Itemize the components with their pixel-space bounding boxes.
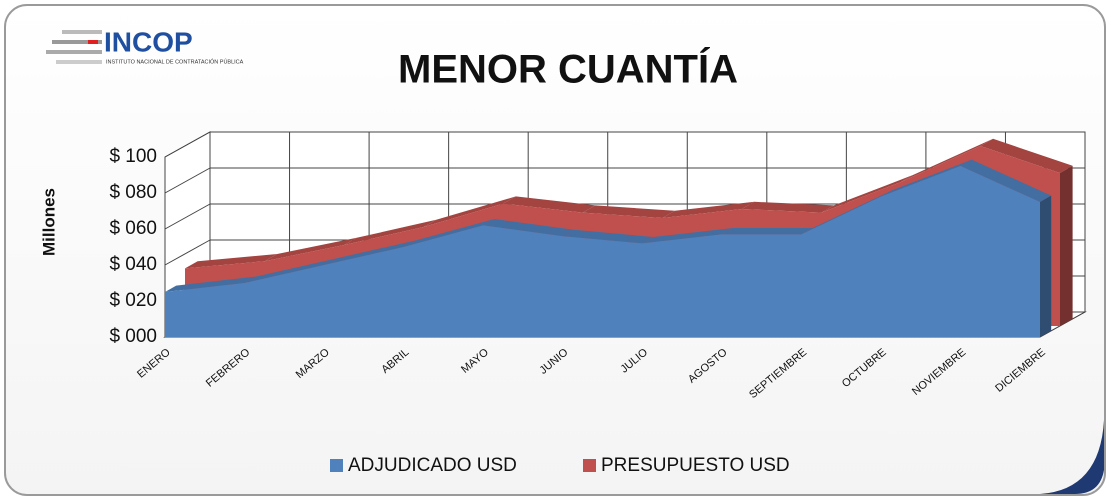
area-top-face xyxy=(423,196,516,227)
area-top-face xyxy=(821,174,914,213)
area-top-face xyxy=(185,254,278,269)
area xyxy=(165,166,1040,337)
area-top-face xyxy=(662,201,755,218)
logo-subtitle: INSTITUTO NACIONAL DE CONTRATACIÓN PÚBLI… xyxy=(106,58,244,65)
area-top-face xyxy=(741,201,834,213)
area-top-face xyxy=(582,205,675,218)
y-tick-label: $ 040 xyxy=(109,254,157,275)
area-top-face xyxy=(324,240,415,265)
logo-bar xyxy=(56,60,102,64)
legend-swatch xyxy=(330,459,343,472)
area-top-face xyxy=(562,229,654,244)
area-top-face xyxy=(960,159,1052,202)
logo-name: INCOP xyxy=(104,26,193,57)
grid-line-side xyxy=(164,167,211,194)
grid-line-side xyxy=(164,203,211,230)
area-top-face xyxy=(264,237,357,262)
area-top-face xyxy=(801,190,893,235)
y-tick-label: $ 020 xyxy=(109,290,157,311)
logo: INCOP INSTITUTO NACIONAL DE CONTRATACIÓN… xyxy=(46,26,244,65)
logo-bar xyxy=(88,40,98,44)
area-top-face xyxy=(403,219,495,247)
area-top-face xyxy=(244,258,336,283)
area-top-face xyxy=(900,138,994,182)
area-top-face xyxy=(642,228,734,244)
grid-line-side xyxy=(164,131,211,158)
area-top-face xyxy=(880,159,972,197)
area-top-face xyxy=(483,219,574,237)
logo-bar xyxy=(52,40,102,44)
legend-swatch xyxy=(583,459,596,472)
area-top-face xyxy=(503,196,596,213)
area-top-face xyxy=(980,138,1073,173)
area-top-face xyxy=(165,276,256,292)
chart-title: MENOR CUANTÍA xyxy=(398,47,738,92)
logo-bar xyxy=(62,30,102,34)
logo-bar xyxy=(46,50,102,54)
y-tick-label: $ 000 xyxy=(109,326,157,347)
grid-line-side xyxy=(164,239,211,266)
legend-label: ADJUDICADO USD xyxy=(348,455,517,476)
y-tick-label: $ 100 xyxy=(109,146,157,167)
area-side-face xyxy=(1060,165,1073,326)
y-tick-label: $ 080 xyxy=(109,182,157,203)
y-tick-label: $ 060 xyxy=(109,218,157,239)
area-top-face xyxy=(721,228,813,235)
y-axis-title: Millones xyxy=(39,188,58,256)
area-top-face xyxy=(344,219,437,245)
corner-swoosh xyxy=(1040,420,1104,494)
legend-label: PRESUPUESTO USD xyxy=(601,455,790,476)
area-side-face xyxy=(1040,195,1052,337)
